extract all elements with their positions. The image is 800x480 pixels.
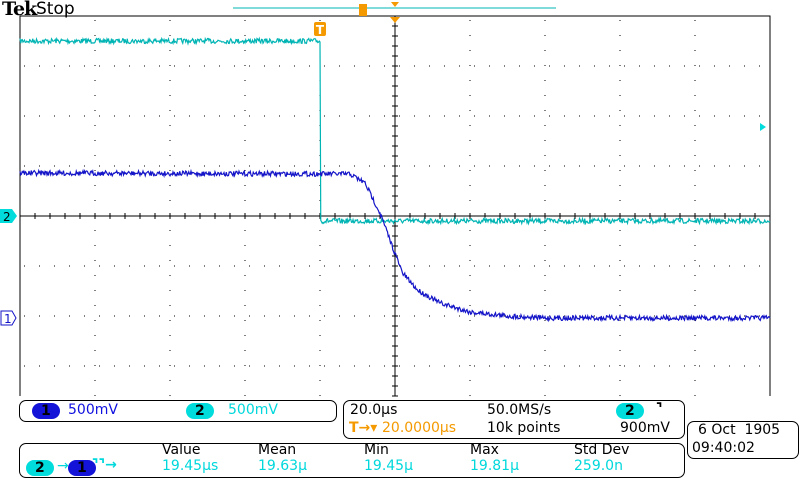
trigger-source-badge[interactable]: 2 <box>616 403 644 419</box>
measure-min: 19.45µ <box>364 458 413 474</box>
measure-max: 19.81µ <box>470 458 519 474</box>
waveform-ch2 <box>19 36 771 226</box>
channel-scale-panel: 1 500mV 2 500mV <box>19 400 337 422</box>
ch1-scale: 500mV <box>68 402 118 418</box>
measure-std-dev: 259.0n <box>574 458 623 474</box>
overview-trigger-icon <box>359 4 367 16</box>
ch2-marker-label: 2 <box>3 210 11 224</box>
measure-mean: 19.63µ <box>258 458 307 474</box>
date: 6 Oct 1905 <box>698 422 781 438</box>
ch2-badge[interactable]: 2 <box>186 403 214 419</box>
waveform-ch1 <box>19 168 771 323</box>
measure-header: Mean <box>258 442 297 458</box>
measure-value: 19.45µs <box>162 458 219 474</box>
sample-rate: 50.0MS/s <box>487 402 552 418</box>
arrow-right-icon: → <box>57 458 69 474</box>
record-length: 10k points <box>487 420 561 436</box>
timebase-panel: 20.0µs T→▾ 20.0000µs 50.0MS/s 10k points… <box>343 400 685 439</box>
ch1-ground-marker-icon <box>0 310 17 326</box>
acquisition-status: Stop <box>36 0 75 19</box>
measurement-panel: 2 → 1 ⌝⌝→ Value Mean Min Max Std Dev 19.… <box>19 442 685 478</box>
time: 09:40:02 <box>692 440 755 456</box>
ch1-badge[interactable]: 1 <box>32 403 60 419</box>
trigger-position-icon: T→▾ <box>349 420 378 436</box>
trigger-marker-label: T <box>316 23 325 37</box>
falling-edge-icon: ⌝ <box>656 401 663 417</box>
trigger-level: 900mV <box>620 420 670 436</box>
datetime-panel: 6 Oct 1905 09:40:02 <box>687 421 799 459</box>
measure-header: Min <box>364 442 389 458</box>
ch2-scale: 500mV <box>228 402 278 418</box>
trigger-marker-icon <box>314 22 326 36</box>
ch2-ground-marker-icon <box>0 209 17 223</box>
delay-fall-fall-icon: ⌝⌝→ <box>92 457 117 473</box>
brand-logo: Tek <box>2 0 37 20</box>
horizontal-position-icon <box>390 17 400 23</box>
trigger-position: 20.0000µs <box>382 420 457 436</box>
measure-source-b[interactable]: 1 <box>68 460 96 476</box>
overview-position-icon <box>391 2 399 7</box>
measure-header: Std Dev <box>574 442 630 458</box>
ch1-marker-label: 1 <box>4 312 12 326</box>
measure-source-a[interactable]: 2 <box>26 460 54 476</box>
timebase-scale: 20.0µs <box>350 402 398 418</box>
trigger-level-icon <box>760 123 766 131</box>
measure-header: Max <box>470 442 499 458</box>
measure-header: Value <box>162 442 201 458</box>
